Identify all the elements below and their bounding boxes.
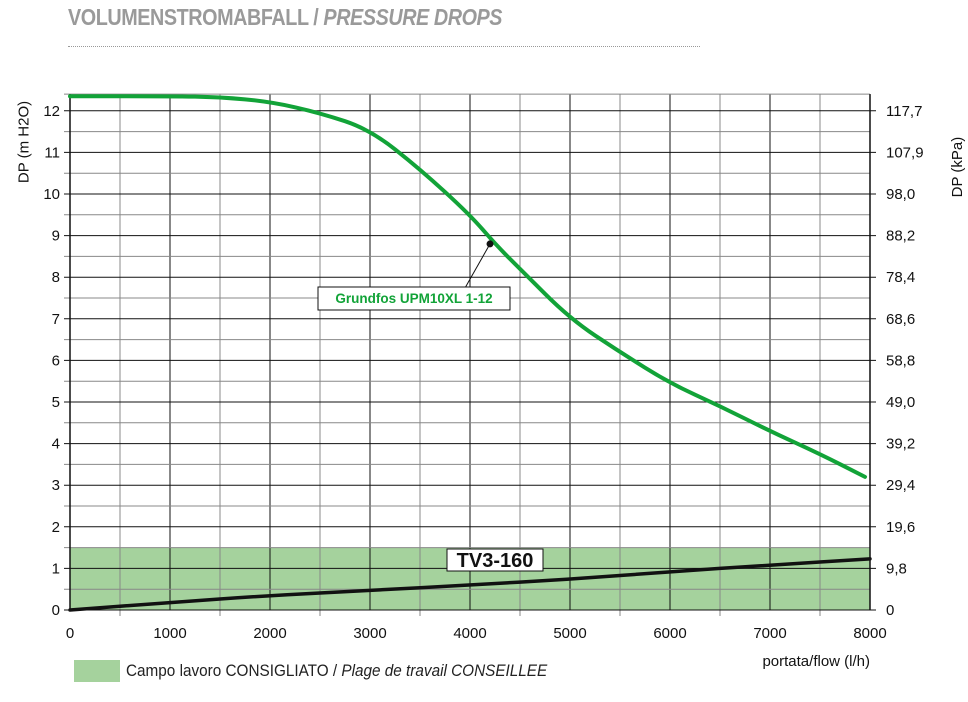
x-tick-label: 8000 <box>853 625 886 642</box>
y-tick-label: 10 <box>43 186 60 203</box>
x-tick-label: 6000 <box>653 625 686 642</box>
y-tick-label: 9 <box>52 228 60 245</box>
legend-swatch-recommended <box>74 660 120 682</box>
y-right-tick-label: 78,4 <box>886 269 915 286</box>
x-tick-label: 0 <box>66 625 74 642</box>
legend-label: Campo lavoro CONSIGLIATO / Plage de trav… <box>126 661 548 680</box>
y-right-tick-label: 88,2 <box>886 228 915 245</box>
y-tick-label: 11 <box>44 144 60 161</box>
x-tick-label: 1000 <box>153 625 186 642</box>
annotation-box <box>317 286 511 311</box>
chart-title: VOLUMENSTROMABFALL / PRESSURE DROPS <box>68 4 503 30</box>
y-tick-label: 12 <box>43 103 60 120</box>
series-label-grundfos: Grundfos UPM10XL 1-12 <box>335 291 492 306</box>
x-tick-label: 2000 <box>253 625 286 642</box>
series-line-0 <box>68 94 867 479</box>
y-right-tick-label: 58,8 <box>886 352 915 369</box>
x-tick-label: 7000 <box>753 625 786 642</box>
y-right-tick-label: 98,0 <box>886 186 915 203</box>
annotation-leader <box>464 243 491 289</box>
y-tick-label: 7 <box>52 311 60 328</box>
y-right-tick-label: 9,8 <box>886 560 907 577</box>
y-tick-label: 8 <box>52 269 60 286</box>
tv3-label-box <box>446 548 544 572</box>
y-right-tick-label: 68,6 <box>886 311 915 328</box>
x-tick-label: 3000 <box>353 625 386 642</box>
x-tick-label: 4000 <box>453 625 486 642</box>
y-axis-label: DP (m H2O) <box>15 100 33 184</box>
y-tick-label: 0 <box>52 602 60 619</box>
y-right-tick-label: 0 <box>886 602 894 619</box>
y-tick-label: 1 <box>52 560 60 577</box>
title-divider <box>68 46 700 47</box>
y-tick-label: 4 <box>52 436 60 453</box>
y-right-tick-label: 49,0 <box>886 394 915 411</box>
y-axis-label-right: DP (kPa) <box>949 137 966 198</box>
series-line-1 <box>68 557 872 612</box>
y-tick-label: 3 <box>52 477 60 494</box>
x-tick-label: 5000 <box>553 625 586 642</box>
legend: Campo lavoro CONSIGLIATO / Plage de trav… <box>74 660 594 682</box>
y-right-tick-label: 29,4 <box>886 477 915 494</box>
x-axis-label: portata/flow (l/h) <box>762 653 870 670</box>
y-right-tick-label: 39,2 <box>886 436 915 453</box>
y-tick-label: 5 <box>52 394 60 411</box>
y-right-tick-label: 107,9 <box>886 144 924 161</box>
annotation-marker <box>486 240 494 248</box>
y-right-tick-label: 117,7 <box>886 103 922 120</box>
series-label-tv3: TV3-160 <box>457 550 534 572</box>
y-tick-label: 6 <box>52 352 60 369</box>
y-tick-label: 2 <box>52 519 60 536</box>
y-right-tick-label: 19,6 <box>886 519 915 536</box>
